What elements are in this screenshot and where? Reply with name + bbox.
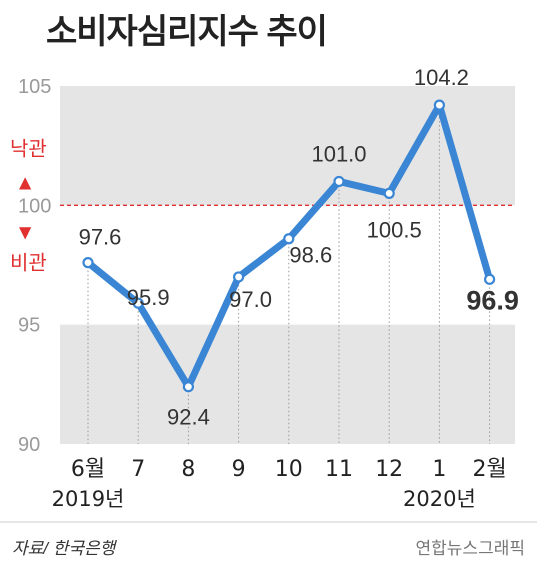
data-label-2: 92.4 <box>167 405 210 430</box>
data-label-8: 96.9 <box>466 285 519 315</box>
data-label-5: 101.0 <box>311 141 366 166</box>
data-point-0 <box>82 257 94 269</box>
data-point-6 <box>383 187 395 199</box>
chart-title: 소비자심리지수 추이 <box>46 13 328 51</box>
x-tick-label-0: 6월 <box>71 457 105 482</box>
shaded-band-1 <box>60 86 515 206</box>
x-tick-label-3: 9 <box>232 457 246 482</box>
y-tick-label-1: 95 <box>18 315 40 337</box>
data-label-3: 97.0 <box>229 287 272 312</box>
source-note: 자료/ 한국은행 <box>12 539 116 558</box>
data-label-0: 97.6 <box>79 225 122 250</box>
data-point-2 <box>182 381 194 393</box>
x-tick-label-7: 1 <box>432 457 446 482</box>
up-arrow-icon: ▲ <box>19 172 32 191</box>
data-point-7 <box>433 99 445 111</box>
pessimism-label: 비관 <box>10 250 47 274</box>
x-tick-label-6: 12 <box>375 457 403 482</box>
optimism-label: 낙관 <box>10 136 47 160</box>
shaded-band-0 <box>60 324 515 444</box>
y-tick-label-0: 90 <box>18 434 40 456</box>
data-point-4 <box>283 233 295 245</box>
data-point-3 <box>233 271 245 283</box>
x-tick-label-5: 11 <box>325 457 353 482</box>
year-label-0: 2019년 <box>52 487 125 511</box>
data-point-1 <box>132 297 144 309</box>
credit-note: 연합뉴스그래픽 <box>415 539 525 558</box>
y-tick-label-2: 100 <box>18 195 51 217</box>
x-tick-label-2: 8 <box>181 457 195 482</box>
data-label-4: 98.6 <box>289 243 332 268</box>
year-label-1: 2020년 <box>403 487 476 511</box>
x-tick-label-1: 7 <box>131 457 145 482</box>
data-label-7: 104.2 <box>414 65 469 90</box>
data-point-5 <box>333 175 345 188</box>
down-arrow-icon: ▼ <box>19 222 32 241</box>
x-tick-label-4: 10 <box>275 457 303 482</box>
x-tick-label-8: 2월 <box>472 457 506 482</box>
data-label-1: 95.9 <box>127 285 170 310</box>
data-label-6: 100.5 <box>367 217 422 242</box>
data-point-8 <box>484 273 496 285</box>
y-tick-label-3: 105 <box>18 76 51 98</box>
